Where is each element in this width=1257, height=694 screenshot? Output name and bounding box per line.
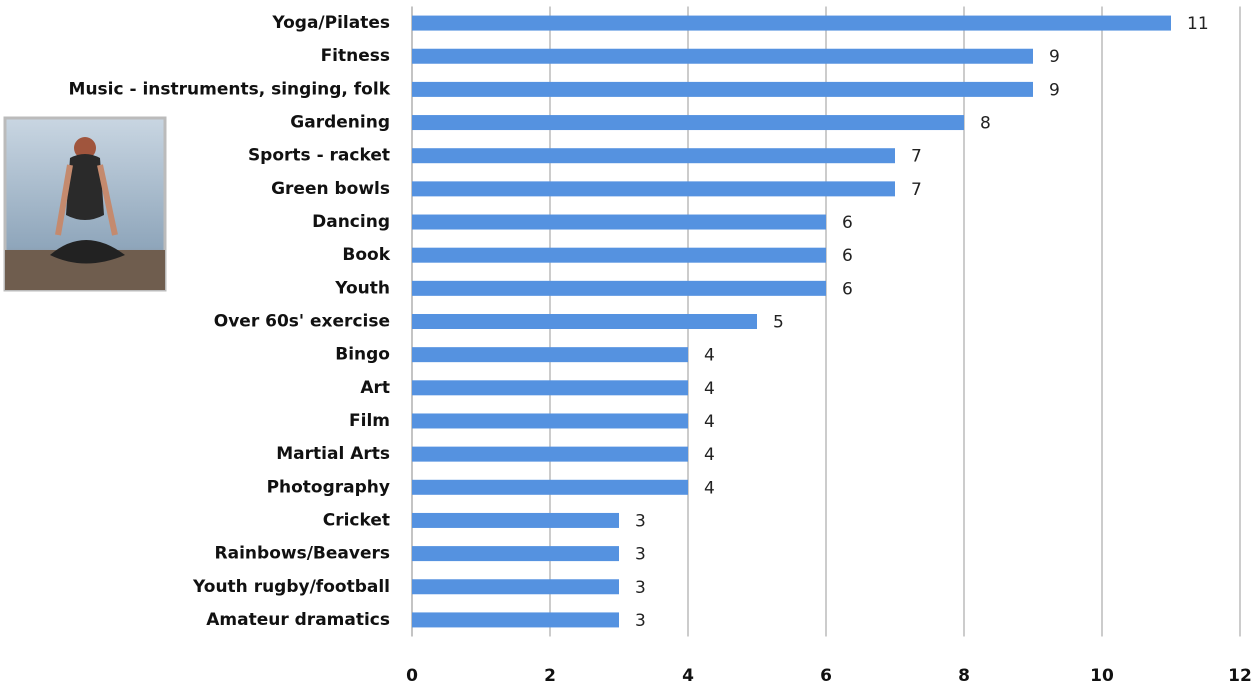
value-label: 3 xyxy=(635,545,646,565)
y-tick-label: Martial Arts xyxy=(276,444,390,464)
y-tick-label: Sports - racket xyxy=(248,146,390,166)
y-tick-label: Photography xyxy=(267,477,390,497)
value-label: 7 xyxy=(911,147,922,167)
x-tick-label: 10 xyxy=(1090,666,1114,686)
value-label: 5 xyxy=(773,313,784,333)
y-tick-label: Film xyxy=(349,411,390,431)
x-tick-label: 6 xyxy=(820,666,832,686)
y-tick-label: Yoga/Pilates xyxy=(271,13,390,33)
bar xyxy=(412,48,1033,64)
y-tick-label: Amateur dramatics xyxy=(206,610,390,630)
bar xyxy=(412,247,826,263)
bar xyxy=(412,579,619,595)
x-tick-label: 2 xyxy=(544,666,556,686)
y-tick-label: Youth xyxy=(334,278,390,298)
bar xyxy=(412,280,826,296)
bar xyxy=(412,314,757,329)
bar xyxy=(412,413,688,429)
value-label: 7 xyxy=(911,180,922,200)
value-label: 3 xyxy=(635,578,646,598)
y-tick-label: Bingo xyxy=(335,345,390,365)
x-tick-label: 0 xyxy=(406,666,418,686)
bar xyxy=(412,380,688,396)
bar xyxy=(412,446,688,462)
y-tick-label: Cricket xyxy=(323,510,390,530)
value-label: 4 xyxy=(704,379,715,399)
y-tick-label: Youth rugby/football xyxy=(192,577,390,597)
bar xyxy=(412,612,619,628)
bar xyxy=(412,479,688,495)
value-label: 9 xyxy=(1049,80,1060,100)
bar xyxy=(412,15,1171,31)
y-tick-label: Gardening xyxy=(290,113,390,133)
value-label: 4 xyxy=(704,478,715,498)
value-label: 6 xyxy=(842,279,853,299)
y-tick-label: Dancing xyxy=(312,212,390,232)
y-tick-label: Rainbows/Beavers xyxy=(215,544,390,564)
x-tick-label: 12 xyxy=(1228,666,1252,686)
bar xyxy=(412,148,895,164)
value-label: 4 xyxy=(704,346,715,366)
y-tick-label: Fitness xyxy=(321,46,390,66)
value-label: 4 xyxy=(704,445,715,465)
bar xyxy=(412,546,619,562)
x-tick-label: 4 xyxy=(682,666,694,686)
value-label: 9 xyxy=(1049,47,1060,67)
y-tick-label: Green bowls xyxy=(271,179,390,199)
value-label: 3 xyxy=(635,611,646,631)
bar xyxy=(412,81,1033,97)
bar xyxy=(412,115,964,131)
value-label: 6 xyxy=(842,213,853,233)
bar xyxy=(412,347,688,363)
value-label: 8 xyxy=(980,114,991,134)
x-tick-label: 8 xyxy=(958,666,970,686)
value-label: 6 xyxy=(842,246,853,266)
bar xyxy=(412,512,619,528)
y-tick-label: Book xyxy=(342,245,390,265)
bar xyxy=(412,181,895,197)
y-tick-label: Art xyxy=(360,378,390,398)
yoga-photo xyxy=(3,116,167,292)
y-tick-label: Music - instruments, singing, folk xyxy=(69,79,391,99)
value-label: 11 xyxy=(1187,14,1209,34)
bar xyxy=(412,214,826,230)
value-label: 4 xyxy=(704,412,715,432)
y-tick-label: Over 60s' exercise xyxy=(214,312,390,332)
value-label: 3 xyxy=(635,511,646,531)
